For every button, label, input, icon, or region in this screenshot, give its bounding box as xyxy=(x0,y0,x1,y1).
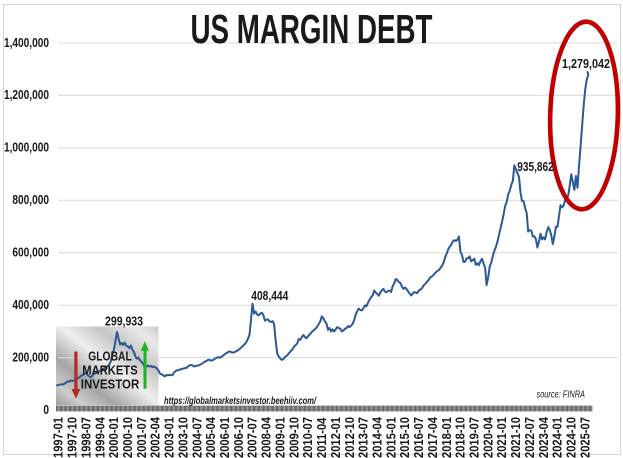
svg-text:2024-01: 2024-01 xyxy=(550,417,565,458)
svg-text:2015-01: 2015-01 xyxy=(384,417,399,458)
svg-text:https://globalmarketsinvestor.: https://globalmarketsinvestor.beehiiv.co… xyxy=(164,395,317,407)
svg-text:2021-01: 2021-01 xyxy=(494,417,509,458)
svg-text:2018-10: 2018-10 xyxy=(453,417,468,458)
svg-text:600,000: 600,000 xyxy=(12,245,49,259)
svg-text:2013-07: 2013-07 xyxy=(356,417,371,458)
svg-text:source: FINRA: source: FINRA xyxy=(537,389,586,401)
svg-text:2004-07: 2004-07 xyxy=(190,417,205,458)
svg-text:1,279,042: 1,279,042 xyxy=(562,56,610,71)
svg-text:2015-10: 2015-10 xyxy=(397,417,412,458)
svg-text:1999-04: 1999-04 xyxy=(93,417,108,458)
svg-text:2002-04: 2002-04 xyxy=(148,417,163,458)
svg-text:935,862: 935,862 xyxy=(517,159,554,174)
svg-text:2008-04: 2008-04 xyxy=(259,417,274,458)
svg-text:2014-04: 2014-04 xyxy=(370,417,385,458)
svg-text:2021-10: 2021-10 xyxy=(508,417,523,458)
svg-text:2024-10: 2024-10 xyxy=(564,417,579,458)
svg-text:2012-01: 2012-01 xyxy=(328,417,343,458)
svg-text:1,000,000: 1,000,000 xyxy=(4,141,49,155)
svg-text:408,444: 408,444 xyxy=(251,288,289,303)
svg-text:INVESTOR: INVESTOR xyxy=(81,378,140,392)
svg-text:800,000: 800,000 xyxy=(12,193,49,207)
svg-text:2019-07: 2019-07 xyxy=(467,417,482,458)
svg-text:299,933: 299,933 xyxy=(105,314,143,329)
svg-text:2023-04: 2023-04 xyxy=(536,417,551,458)
svg-text:1997-01: 1997-01 xyxy=(51,417,66,458)
svg-text:2011-04: 2011-04 xyxy=(314,417,329,458)
svg-text:400,000: 400,000 xyxy=(12,298,49,312)
svg-text:US MARGIN DEBT: US MARGIN DEBT xyxy=(191,6,433,52)
svg-text:1997-10: 1997-10 xyxy=(65,417,80,458)
svg-text:0: 0 xyxy=(43,403,49,417)
svg-text:2020-04: 2020-04 xyxy=(481,417,496,458)
svg-text:GLOBAL: GLOBAL xyxy=(88,350,132,364)
svg-text:2000-10: 2000-10 xyxy=(120,417,135,458)
svg-text:2006-01: 2006-01 xyxy=(217,417,232,458)
svg-text:2022-07: 2022-07 xyxy=(522,417,537,458)
svg-text:2000-01: 2000-01 xyxy=(106,417,121,458)
svg-text:1998-07: 1998-07 xyxy=(79,417,94,458)
svg-text:2010-07: 2010-07 xyxy=(300,417,315,458)
svg-text:2012-10: 2012-10 xyxy=(342,417,357,458)
svg-text:2005-04: 2005-04 xyxy=(203,417,218,458)
svg-text:2018-01: 2018-01 xyxy=(439,417,454,458)
svg-text:1,200,000: 1,200,000 xyxy=(4,88,49,102)
svg-text:2009-01: 2009-01 xyxy=(273,417,288,458)
svg-text:2006-10: 2006-10 xyxy=(231,417,246,458)
svg-text:200,000: 200,000 xyxy=(12,350,49,364)
svg-text:1,400,000: 1,400,000 xyxy=(4,36,49,50)
svg-text:2016-07: 2016-07 xyxy=(411,417,426,458)
svg-text:2003-01: 2003-01 xyxy=(162,417,177,458)
svg-text:2009-10: 2009-10 xyxy=(287,417,302,458)
svg-text:2003-10: 2003-10 xyxy=(176,417,191,458)
svg-text:2007-07: 2007-07 xyxy=(245,417,260,458)
svg-text:2001-07: 2001-07 xyxy=(134,417,149,458)
svg-text:2025-07: 2025-07 xyxy=(578,417,593,458)
svg-text:MARKETS: MARKETS xyxy=(82,364,138,378)
svg-text:2017-04: 2017-04 xyxy=(425,417,440,458)
